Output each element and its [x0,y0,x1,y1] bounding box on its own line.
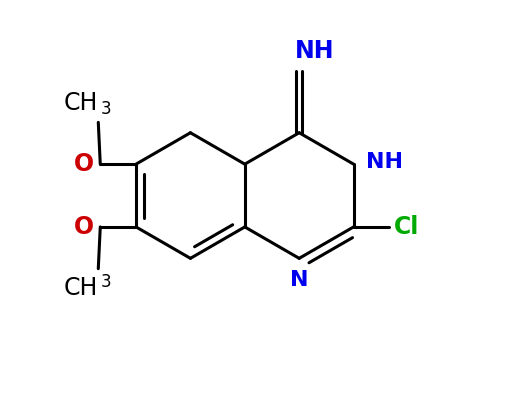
Text: NH: NH [295,39,335,63]
Text: Cl: Cl [394,215,419,239]
Text: CH: CH [64,276,98,300]
Text: N: N [290,270,308,290]
Text: CH: CH [64,91,98,115]
Text: O: O [74,152,94,176]
Text: 3: 3 [100,100,111,118]
Text: O: O [74,215,94,239]
Text: 3: 3 [100,273,111,291]
Text: NH: NH [366,152,403,172]
